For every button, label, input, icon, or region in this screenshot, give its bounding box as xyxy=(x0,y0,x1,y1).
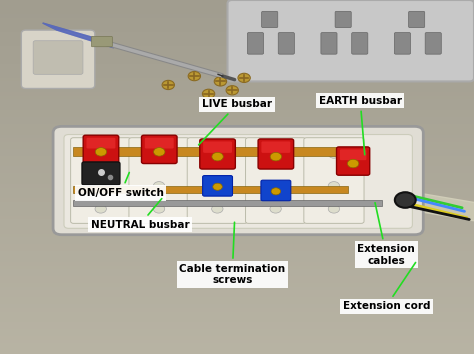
FancyBboxPatch shape xyxy=(86,138,115,149)
Circle shape xyxy=(154,182,165,190)
FancyBboxPatch shape xyxy=(187,138,247,223)
Circle shape xyxy=(95,182,106,190)
Circle shape xyxy=(202,89,215,98)
Circle shape xyxy=(162,80,174,90)
Text: EARTH busbar: EARTH busbar xyxy=(319,96,402,155)
FancyBboxPatch shape xyxy=(200,139,235,169)
Circle shape xyxy=(211,205,223,213)
Polygon shape xyxy=(43,23,114,48)
FancyBboxPatch shape xyxy=(409,11,425,28)
Circle shape xyxy=(214,77,227,86)
Circle shape xyxy=(212,153,223,161)
FancyBboxPatch shape xyxy=(203,141,232,153)
Circle shape xyxy=(95,205,106,213)
FancyBboxPatch shape xyxy=(261,180,291,201)
Text: Extension
cables: Extension cables xyxy=(357,203,415,266)
Circle shape xyxy=(213,183,222,190)
Text: Cable termination
screws: Cable termination screws xyxy=(179,222,285,285)
FancyBboxPatch shape xyxy=(33,41,83,74)
FancyBboxPatch shape xyxy=(246,138,306,223)
Text: LIVE busbar: LIVE busbar xyxy=(199,99,272,145)
FancyBboxPatch shape xyxy=(91,36,112,47)
FancyBboxPatch shape xyxy=(337,147,370,175)
Circle shape xyxy=(154,150,165,158)
FancyBboxPatch shape xyxy=(247,33,264,54)
Circle shape xyxy=(270,205,282,213)
Text: NEUTRAL busbar: NEUTRAL busbar xyxy=(91,199,189,230)
Polygon shape xyxy=(43,23,114,48)
FancyBboxPatch shape xyxy=(141,135,177,164)
Circle shape xyxy=(154,148,165,156)
FancyBboxPatch shape xyxy=(278,33,294,54)
FancyBboxPatch shape xyxy=(83,135,118,164)
FancyBboxPatch shape xyxy=(64,135,412,228)
FancyBboxPatch shape xyxy=(21,30,95,88)
FancyBboxPatch shape xyxy=(258,139,293,169)
Circle shape xyxy=(226,86,238,95)
Text: ON/OFF switch: ON/OFF switch xyxy=(78,172,164,198)
Circle shape xyxy=(347,159,359,168)
FancyBboxPatch shape xyxy=(321,33,337,54)
Circle shape xyxy=(95,150,106,158)
FancyBboxPatch shape xyxy=(228,0,474,81)
FancyBboxPatch shape xyxy=(262,141,290,153)
Circle shape xyxy=(328,150,339,158)
Circle shape xyxy=(211,182,223,190)
FancyBboxPatch shape xyxy=(145,138,173,149)
Text: Extension cord: Extension cord xyxy=(343,263,430,311)
Circle shape xyxy=(188,72,201,81)
Circle shape xyxy=(395,192,416,208)
Circle shape xyxy=(270,150,282,158)
FancyBboxPatch shape xyxy=(335,11,351,28)
FancyBboxPatch shape xyxy=(304,138,364,223)
Bar xyxy=(73,200,382,206)
Circle shape xyxy=(211,150,223,158)
FancyBboxPatch shape xyxy=(394,33,410,54)
Circle shape xyxy=(328,205,339,213)
FancyBboxPatch shape xyxy=(202,176,232,196)
Circle shape xyxy=(271,188,281,195)
Circle shape xyxy=(270,182,282,190)
Circle shape xyxy=(270,153,282,161)
FancyBboxPatch shape xyxy=(425,33,441,54)
FancyBboxPatch shape xyxy=(129,138,189,223)
FancyBboxPatch shape xyxy=(71,138,131,223)
Circle shape xyxy=(154,205,165,213)
Bar xyxy=(73,186,348,193)
FancyBboxPatch shape xyxy=(82,162,120,185)
Bar xyxy=(73,147,348,156)
FancyBboxPatch shape xyxy=(53,126,423,235)
Circle shape xyxy=(238,73,250,82)
FancyBboxPatch shape xyxy=(340,149,366,160)
Circle shape xyxy=(95,148,107,156)
FancyBboxPatch shape xyxy=(352,33,368,54)
FancyBboxPatch shape xyxy=(262,11,278,28)
Circle shape xyxy=(328,182,339,190)
